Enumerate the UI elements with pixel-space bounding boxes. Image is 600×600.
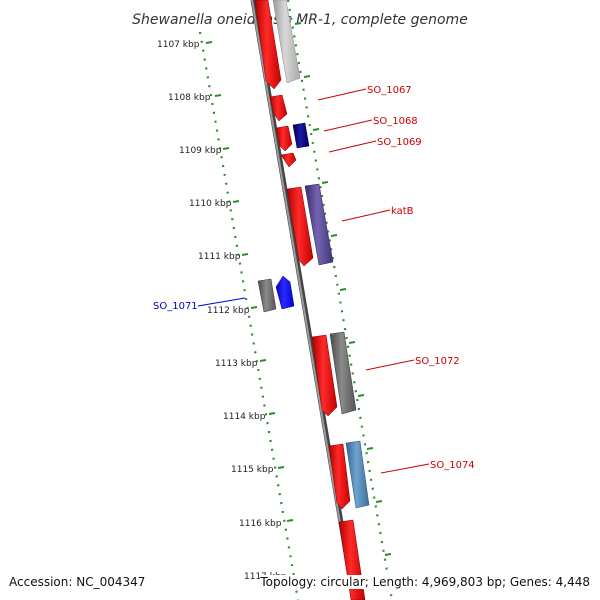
tick-mark xyxy=(205,41,213,44)
gene-label-so1072[interactable]: SO_1072 xyxy=(415,356,460,367)
cds-feature xyxy=(328,443,351,510)
accession-label: Accession: NC_004347 xyxy=(9,575,146,589)
gene-features xyxy=(254,0,370,600)
tick-mark xyxy=(241,253,249,256)
label-leaders xyxy=(197,88,430,474)
kbp-ticks: 1107 kbp 1108 kbp 1109 kbp 1110 kbp 1111… xyxy=(157,40,294,582)
leader-so1069 xyxy=(328,140,377,153)
gene-label-katb[interactable]: katB xyxy=(391,206,414,217)
tick-mark xyxy=(312,128,320,131)
tick-label-1111: 1111 kbp xyxy=(198,252,241,262)
tick-mark xyxy=(232,200,240,203)
cds-feature xyxy=(254,0,282,90)
right-ticks xyxy=(294,22,392,556)
cds-feature xyxy=(286,186,314,267)
gene-feature xyxy=(345,440,370,509)
left-tick-track xyxy=(198,31,300,600)
leader-so1068 xyxy=(323,119,373,132)
tick-mark xyxy=(375,500,383,503)
tick-label-1112: 1112 kbp xyxy=(207,306,250,316)
tick-mark xyxy=(250,306,258,309)
map-title: Shewanella oneidensis MR-1, complete gen… xyxy=(132,12,468,28)
leader-so1072 xyxy=(365,359,415,371)
tick-mark xyxy=(321,181,329,184)
leader-so1071 xyxy=(197,297,246,307)
tick-mark xyxy=(268,412,276,415)
cds-feature xyxy=(269,94,288,122)
tick-mark xyxy=(330,234,338,237)
cds-feature xyxy=(311,334,338,417)
leader-so1067 xyxy=(317,88,367,101)
tick-mark xyxy=(294,22,302,25)
gene-label-so1068[interactable]: SO_1068 xyxy=(373,116,418,127)
tick-mark xyxy=(286,519,294,522)
tick-mark xyxy=(277,466,285,469)
tick-mark xyxy=(366,447,374,450)
tick-label-1107: 1107 kbp xyxy=(157,40,200,50)
tick-mark xyxy=(259,359,267,362)
tick-label-1115: 1115 kbp xyxy=(231,465,274,475)
gene-label-so1071[interactable]: SO_1071 xyxy=(153,301,198,312)
gene-feature xyxy=(257,278,277,313)
tick-mark xyxy=(214,94,222,97)
gene-feature xyxy=(292,122,310,149)
gene-feature xyxy=(275,275,295,310)
tick-mark xyxy=(384,553,392,556)
tick-mark xyxy=(303,75,311,78)
gene-feature xyxy=(272,0,301,84)
cds-feature xyxy=(280,152,297,168)
genome-summary: Topology: circular; Length: 4,969,803 bp… xyxy=(260,575,590,589)
tick-label-1113: 1113 kbp xyxy=(215,359,258,369)
tick-mark xyxy=(222,147,230,150)
tick-mark xyxy=(348,341,356,344)
cds-feature xyxy=(275,125,293,152)
tick-label-1108: 1108 kbp xyxy=(168,93,211,103)
tick-mark xyxy=(357,394,365,397)
genome-backbone xyxy=(251,0,354,600)
leader-so1074 xyxy=(380,463,430,474)
tick-mark xyxy=(339,288,347,291)
gene-label-so1067[interactable]: SO_1067 xyxy=(367,85,412,96)
leader-katb xyxy=(341,209,391,222)
gene-labels: SO_1067 SO_1068 SO_1069 katB SO_1071 SO_… xyxy=(153,85,475,471)
gene-label-so1069[interactable]: SO_1069 xyxy=(377,137,422,148)
tick-label-1114: 1114 kbp xyxy=(223,412,266,422)
gene-feature xyxy=(329,331,357,415)
gene-feature xyxy=(304,183,334,266)
gene-label-so1074[interactable]: SO_1074 xyxy=(430,460,475,471)
tick-label-1116: 1116 kbp xyxy=(239,519,282,529)
tick-label-1109: 1109 kbp xyxy=(179,146,222,156)
tick-label-1110: 1110 kbp xyxy=(189,199,232,209)
